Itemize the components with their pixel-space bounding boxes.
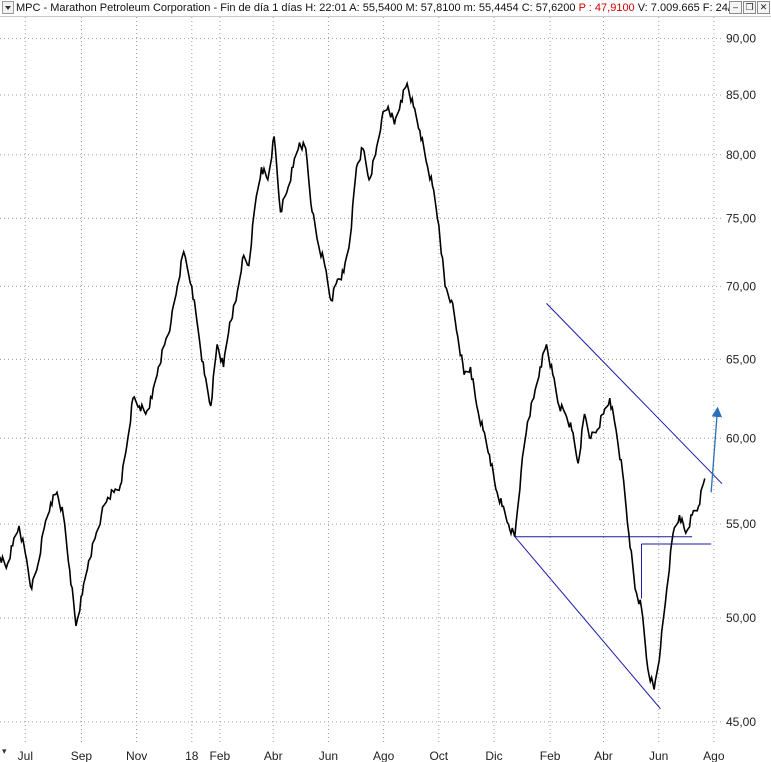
y-tick-label: 45,00 bbox=[726, 715, 756, 729]
x-tick-label: Ago bbox=[373, 749, 395, 762]
y-tick-label: 90,00 bbox=[726, 32, 756, 46]
x-tick-label: Nov bbox=[126, 749, 147, 762]
y-tick-label: 75,00 bbox=[726, 211, 756, 225]
x-tick-label: Jul bbox=[18, 749, 33, 762]
x-tick-label: Dic bbox=[485, 749, 502, 762]
x-tick-label: 18 bbox=[185, 749, 199, 762]
company-name: Marathon Petroleum Corporation bbox=[50, 2, 211, 14]
grid-lines bbox=[0, 17, 722, 744]
symbol: MPC bbox=[16, 2, 41, 14]
chart-header-text: MPC - Marathon Petroleum Corporation - F… bbox=[16, 2, 738, 14]
y-tick-label: 85,00 bbox=[726, 88, 756, 102]
price-chart: 45,00 50,00 55,00 60,00 65,00 70,00 75,00 80,00… bbox=[0, 17, 756, 762]
restore-icon[interactable]: ❐ bbox=[743, 1, 756, 14]
y-tick-label: 60,00 bbox=[726, 431, 756, 445]
x-tick-label: Feb bbox=[210, 749, 231, 762]
chart-title-bar: MPC - Marathon Petroleum Corporation - F… bbox=[0, 0, 771, 17]
y-tick-label: 55,00 bbox=[726, 517, 756, 531]
y-tick-label: 70,00 bbox=[726, 279, 756, 293]
arrow bbox=[710, 406, 723, 493]
x-tick-label: Ago bbox=[703, 749, 725, 762]
p-stat: P : 47,9100 bbox=[578, 2, 635, 14]
x-tick-label: Feb bbox=[540, 749, 561, 762]
price-line bbox=[0, 80, 706, 690]
window-buttons: – ❐ ✕ bbox=[729, 1, 770, 14]
y-tick-label: 80,00 bbox=[726, 148, 756, 162]
minimize-icon[interactable]: – bbox=[729, 1, 742, 14]
close-icon[interactable]: ✕ bbox=[757, 1, 770, 14]
trend-line bbox=[546, 303, 723, 485]
y-tick-label: 50,00 bbox=[726, 611, 756, 625]
ohlc-stats: H: 22:01 A: 55,5400 M: 57,8100 m: 55,445… bbox=[305, 2, 576, 14]
x-tick-label: Jun bbox=[319, 749, 338, 762]
x-tick-label: Abr bbox=[594, 749, 613, 762]
x-tick-label: Jun bbox=[649, 749, 668, 762]
x-tick-label: Oct bbox=[429, 749, 448, 762]
y-axis-labels: 45,00 50,00 55,00 60,00 65,00 70,00 75,00 80,00… bbox=[726, 32, 756, 729]
volume-stats: V: 7.009.665 F: 24/0 bbox=[637, 2, 738, 14]
trend-line bbox=[514, 536, 661, 710]
x-axis-labels: Jul Sep Nov 18 Feb Abr Jun Ago Oct Dic Feb Abr Jun Ag… bbox=[18, 749, 725, 762]
trend-annotations bbox=[514, 303, 723, 710]
scroll-corner-icon[interactable]: ▾ bbox=[2, 746, 7, 756]
x-tick-label: Abr bbox=[264, 749, 283, 762]
menu-dropdown-icon[interactable] bbox=[2, 1, 14, 14]
x-tick-label: Sep bbox=[71, 749, 93, 762]
interval: Fin de día 1 días bbox=[220, 2, 303, 14]
y-tick-label: 65,00 bbox=[726, 352, 756, 366]
